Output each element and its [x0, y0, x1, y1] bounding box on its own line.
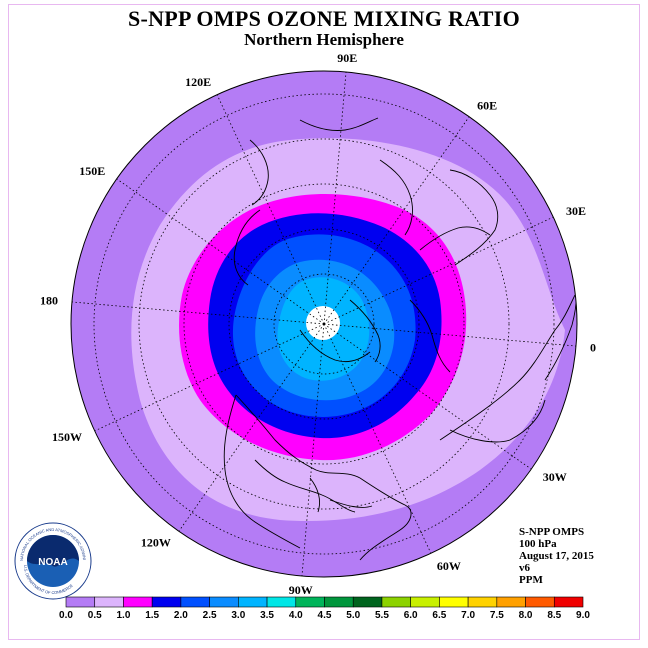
longitude-label: 120E: [185, 75, 211, 89]
colorbar-tick-label: 4.5: [318, 610, 332, 621]
longitude-label: 90E: [337, 51, 357, 65]
info-instrument: S-NPP OMPS: [519, 526, 585, 538]
colorbar-tick-label: 1.5: [145, 610, 159, 621]
colorbar-tick-label: 3.5: [260, 610, 274, 621]
longitude-label: 90W: [289, 583, 313, 597]
colorbar-swatch: [151, 596, 182, 608]
colorbar-swatches: [65, 596, 584, 608]
colorbar-tick-label: 5.0: [346, 610, 360, 621]
colorbar-swatch: [525, 596, 555, 608]
colorbar-tick-label: 8.5: [547, 610, 561, 621]
info-block: S-NPP OMPS 100 hPa August 17, 2015 v6 PP…: [519, 526, 594, 586]
colorbar-swatch: [65, 596, 96, 608]
colorbar-swatch: [266, 596, 297, 608]
longitude-label: 60E: [477, 98, 497, 112]
longitude-labels: 90E 120E 60E 150E 30E 180 0 150W 30W 120W 60W 90W: [40, 51, 596, 597]
colorbar-tick-label: 0.5: [88, 610, 102, 621]
colorbar-swatch: [467, 596, 498, 608]
colorbar-labels: 0.0 0.5 1.0 1.5 2.0 2.5 3.0 3.5 4.0 4.5 5.0 5.5 6.0 6…: [59, 610, 590, 621]
plot-frame: [8, 4, 640, 640]
colorbar-tick-label: 1.0: [116, 610, 130, 621]
colorbar-tick-label: 2.0: [174, 610, 188, 621]
info-units: PPM: [519, 574, 543, 586]
colorbar-swatch: [496, 596, 526, 608]
colorbar-swatch: [238, 596, 268, 608]
colorbar-swatch: [410, 596, 440, 608]
logo-text: NOAA: [38, 557, 67, 568]
colorbar-swatch: [209, 596, 239, 608]
colorbar-tick-label: 8.0: [519, 610, 533, 621]
colorbar-swatch: [123, 596, 153, 608]
info-date: August 17, 2015: [519, 550, 594, 562]
colorbar-tick-label: 7.0: [461, 610, 475, 621]
longitude-label: 30W: [543, 470, 567, 484]
colorbar-swatch: [94, 596, 124, 608]
colorbar-tick-label: 0.0: [59, 610, 73, 621]
info-level: 100 hPa: [519, 538, 557, 550]
colorbar-swatch: [295, 596, 325, 608]
longitude-label: 180: [40, 294, 58, 308]
colorbar-tick-label: 6.5: [432, 610, 446, 621]
colorbar-tick-label: 7.5: [490, 610, 504, 621]
colorbar-swatch: [180, 596, 210, 608]
colorbar-tick-label: 2.5: [203, 610, 217, 621]
map-title: S-NPP OMPS OZONE MIXING RATIO: [127, 6, 521, 31]
colorbar-swatch: [381, 596, 411, 608]
latitude-circles: [93, 93, 555, 555]
colorbar-swatch: [352, 596, 383, 608]
longitude-label: 60W: [437, 559, 461, 573]
colorbar-tick-label: 4.0: [289, 610, 303, 621]
longitude-label: 30E: [566, 204, 586, 218]
longitude-label: 0: [590, 340, 596, 354]
longitude-label: 120W: [141, 536, 171, 550]
colorbar-tick-label: 3.0: [231, 610, 245, 621]
colorbar-swatch: [439, 596, 469, 608]
map-subtitle: Northern Hemisphere: [244, 30, 404, 49]
colorbar-swatch: [553, 596, 584, 608]
info-version: v6: [519, 562, 530, 574]
logo-bird-icon: [27, 535, 79, 567]
map-border: [70, 70, 578, 578]
longitude-label: 150W: [52, 430, 82, 444]
longitude-label: 150E: [79, 164, 105, 178]
coastlines: [223, 117, 577, 561]
colorbar-tick-label: 6.0: [404, 610, 418, 621]
noaa-logo: NOAA NATIONAL OCEANIC AND ATMOSPHERIC AD…: [14, 522, 92, 600]
colorbar-swatch: [324, 596, 354, 608]
colorbar-tick-label: 9.0: [576, 610, 590, 621]
colorbar-tick-label: 5.5: [375, 610, 389, 621]
